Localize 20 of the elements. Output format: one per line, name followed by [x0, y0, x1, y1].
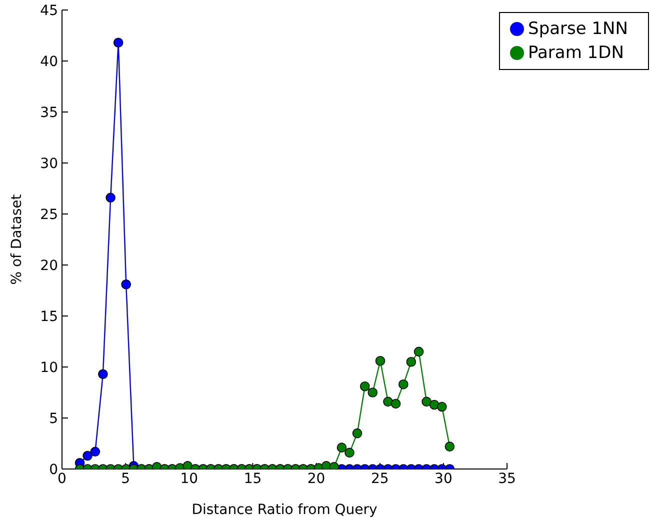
y-tick-label: 15: [40, 308, 58, 325]
x-tick-label: 30: [434, 470, 452, 487]
x-tick-label: 35: [498, 470, 516, 487]
y-tick-label: 20: [40, 258, 58, 274]
y-tick-label: 5: [49, 410, 58, 427]
y-tick-label: 45: [40, 2, 58, 19]
x-tick-label: 25: [370, 470, 389, 487]
legend-label: Param 1DN: [528, 43, 624, 63]
y-tick-label: 35: [40, 104, 58, 121]
legend-label: Sparse 1NN: [528, 19, 628, 39]
x-tick-label: 10: [180, 470, 198, 487]
y-tick-label: 25: [40, 206, 58, 223]
x-tick-label: 20: [307, 470, 326, 487]
x-tick-label: 5: [121, 470, 130, 487]
y-tick-label: 40: [40, 54, 58, 70]
x-tick-label: 15: [244, 470, 262, 487]
y-tick-label: 30: [40, 156, 58, 172]
x-axis-title: Distance Ratio from Query: [192, 502, 378, 518]
y-axis-title: % of Dataset: [8, 194, 25, 285]
y-tick-label: 10: [40, 360, 58, 376]
